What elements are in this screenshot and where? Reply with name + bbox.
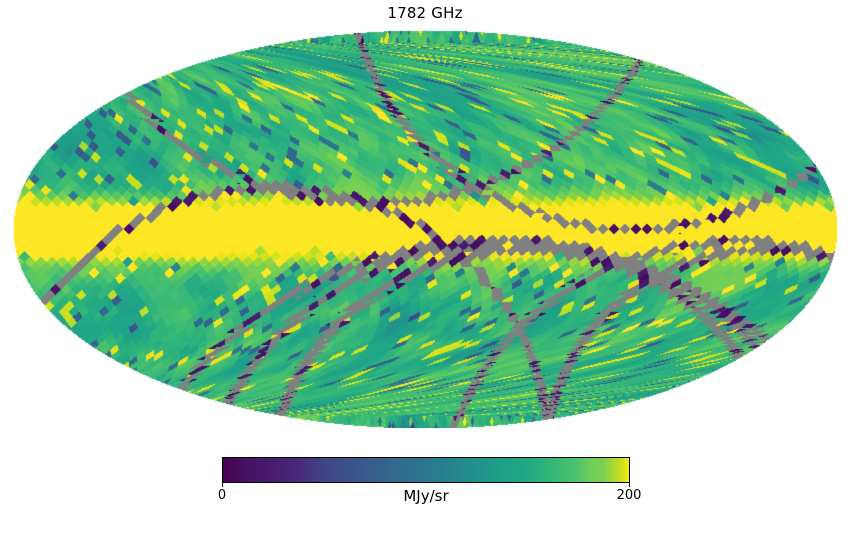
sky-map-image [13,30,837,428]
colorbar-tick-min [222,483,223,487]
mollweide-sky-map [13,30,837,428]
page-title: 1782 GHz [387,4,463,22]
colorbar-max-label: 200 [616,488,642,503]
colorbar-tick-max [629,483,630,487]
colorbar-axis-label: MJy/sr [403,487,449,505]
colorbar: 0 200 MJy/sr [218,457,641,505]
colorbar-gradient [222,457,630,483]
colorbar-min-label: 0 [217,488,227,503]
